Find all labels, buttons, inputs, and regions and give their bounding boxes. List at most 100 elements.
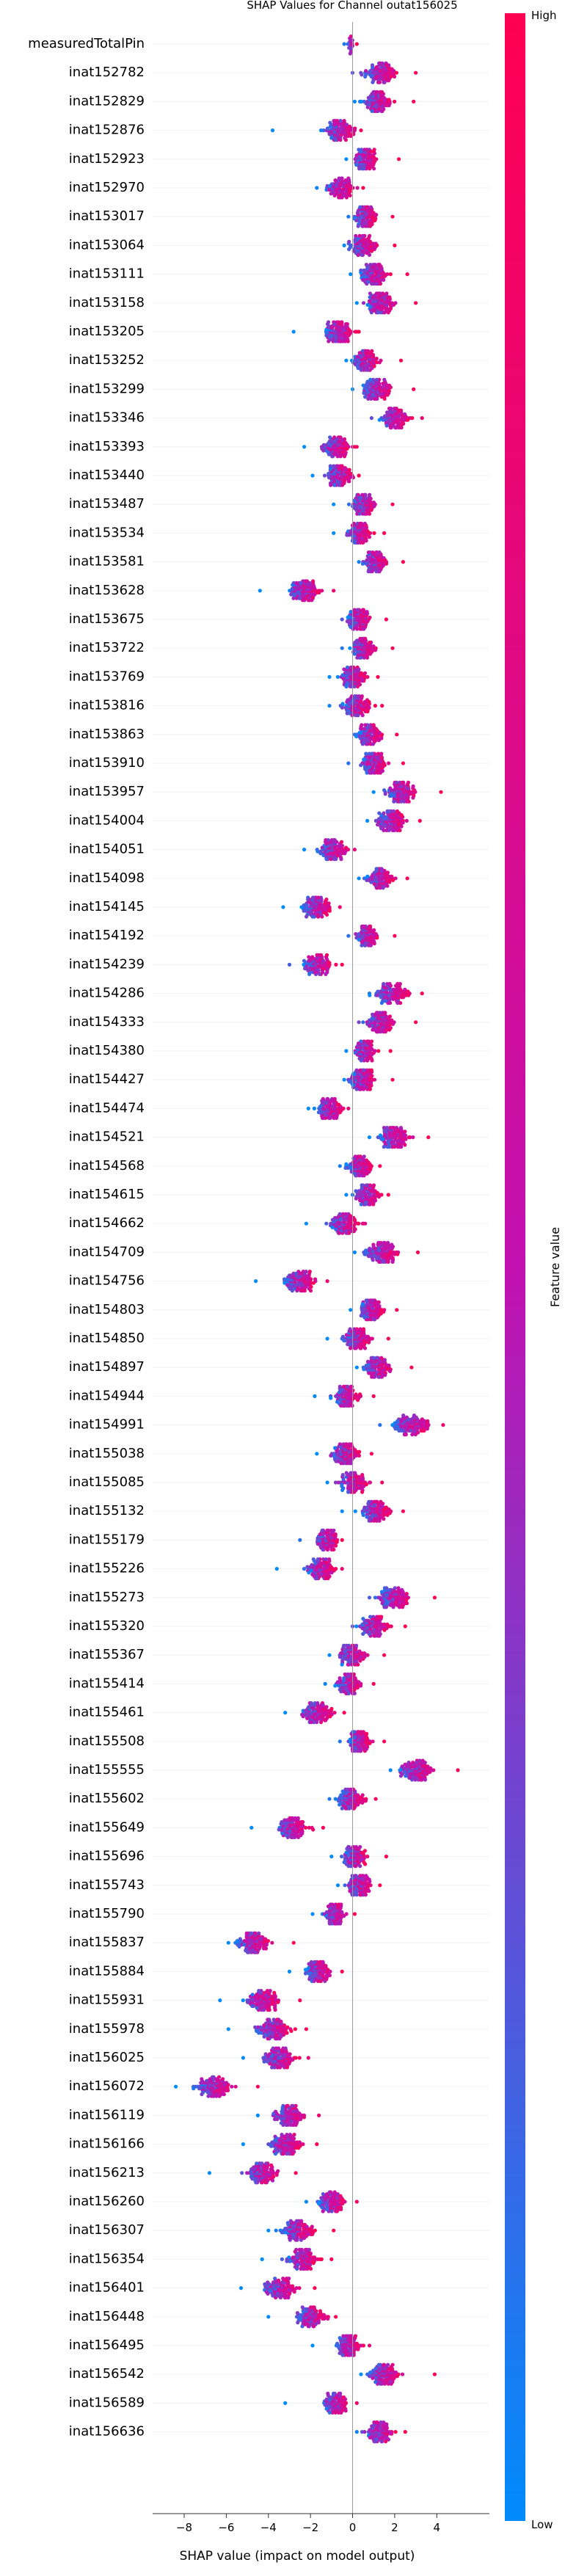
shap-point <box>387 982 392 986</box>
shap-point <box>410 416 415 421</box>
feature-label: inat153252 <box>69 352 145 368</box>
shap-point <box>325 1279 329 1284</box>
shap-point <box>351 476 356 480</box>
shap-point <box>361 186 365 190</box>
feature-label: inat153487 <box>69 496 145 512</box>
shap-point <box>372 928 376 932</box>
shap-point <box>352 848 357 852</box>
shap-point <box>345 619 349 624</box>
shap-point <box>393 243 397 247</box>
shap-point <box>409 1365 414 1369</box>
shap-point <box>387 98 391 102</box>
shap-point <box>345 123 349 127</box>
shap-point <box>371 790 376 794</box>
shap-point <box>344 1471 349 1475</box>
chart-title: SHAP Values for Channel outat156025 <box>247 0 457 12</box>
feature-label: inat156495 <box>69 2337 145 2353</box>
shap-point <box>307 972 312 976</box>
shap-point <box>381 382 385 386</box>
shap-point <box>384 63 389 68</box>
shap-point <box>382 80 387 84</box>
shap-point <box>365 818 370 823</box>
shap-point <box>406 799 411 804</box>
shap-point <box>356 252 360 257</box>
shap-point <box>373 396 378 401</box>
shap-point <box>374 886 379 890</box>
shap-point <box>374 65 379 69</box>
shap-point <box>406 989 410 994</box>
shap-point <box>362 1315 367 1320</box>
feature-label: inat153064 <box>69 237 145 252</box>
shap-point <box>373 159 377 163</box>
shap-point <box>355 627 360 631</box>
shap-point <box>330 1218 335 1222</box>
feature-label: inat154991 <box>69 1417 145 1433</box>
shap-point <box>368 224 373 228</box>
feature-label: inat154944 <box>69 1388 145 1403</box>
shap-point <box>349 34 353 39</box>
shap-point <box>331 1099 335 1103</box>
shap-point <box>302 445 307 449</box>
shap-point <box>386 1336 390 1341</box>
shap-point <box>338 1384 342 1389</box>
shap-point <box>371 1394 376 1398</box>
shap-point <box>365 655 370 660</box>
shap-point <box>390 67 394 71</box>
shap-point <box>390 878 395 882</box>
shap-point <box>362 1068 366 1072</box>
shap-point <box>342 454 347 459</box>
shap-point <box>281 905 285 909</box>
shap-point <box>404 1415 409 1419</box>
feature-label: inat155931 <box>69 1993 145 2008</box>
shap-point <box>373 648 378 652</box>
shap-point <box>383 558 387 562</box>
shap-point <box>335 1112 340 1116</box>
feature-label: inat155132 <box>69 1503 145 1518</box>
shap-point <box>392 809 396 813</box>
shap-point <box>398 1126 404 1130</box>
shap-point <box>373 818 378 823</box>
shap-point <box>412 1413 417 1418</box>
shap-point <box>345 446 349 451</box>
shap-point <box>381 1259 385 1264</box>
shap-point <box>370 570 374 574</box>
shap-point <box>362 99 366 103</box>
shap-point <box>364 523 368 528</box>
shap-point <box>379 1311 383 1316</box>
shap-point <box>354 153 359 158</box>
shap-point <box>349 625 353 630</box>
shap-point <box>375 1190 379 1195</box>
shap-point <box>392 799 396 804</box>
shap-point <box>390 874 394 878</box>
shap-point <box>352 1250 357 1254</box>
shap-point <box>289 1273 294 1278</box>
feature-label: inat155038 <box>69 1446 145 1461</box>
shap-point <box>324 857 329 862</box>
shap-point <box>374 360 379 365</box>
feature-label: inat156401 <box>69 2280 145 2296</box>
shap-point <box>377 811 382 815</box>
shap-point <box>387 383 392 388</box>
shap-point <box>359 671 363 675</box>
shap-point <box>371 1258 375 1262</box>
feature-label: inat156448 <box>69 2309 145 2324</box>
shap-point <box>353 1154 357 1159</box>
shap-point <box>395 1308 399 1312</box>
shap-point <box>368 164 373 169</box>
shap-point <box>372 531 376 536</box>
feature-label: inat155790 <box>69 1906 145 1921</box>
shap-point <box>381 1011 385 1015</box>
shap-point <box>349 529 353 534</box>
shap-point <box>368 924 373 928</box>
shap-point <box>357 734 362 739</box>
shap-point <box>285 1277 289 1281</box>
feature-label: inat156213 <box>69 2165 145 2180</box>
shap-point <box>373 738 378 743</box>
shap-point <box>369 149 373 153</box>
shap-point <box>335 1400 340 1404</box>
feature-label: inat154192 <box>69 928 145 943</box>
shap-point <box>340 646 344 650</box>
shap-point <box>327 909 332 913</box>
shap-point <box>385 410 390 415</box>
shap-point <box>371 501 376 505</box>
